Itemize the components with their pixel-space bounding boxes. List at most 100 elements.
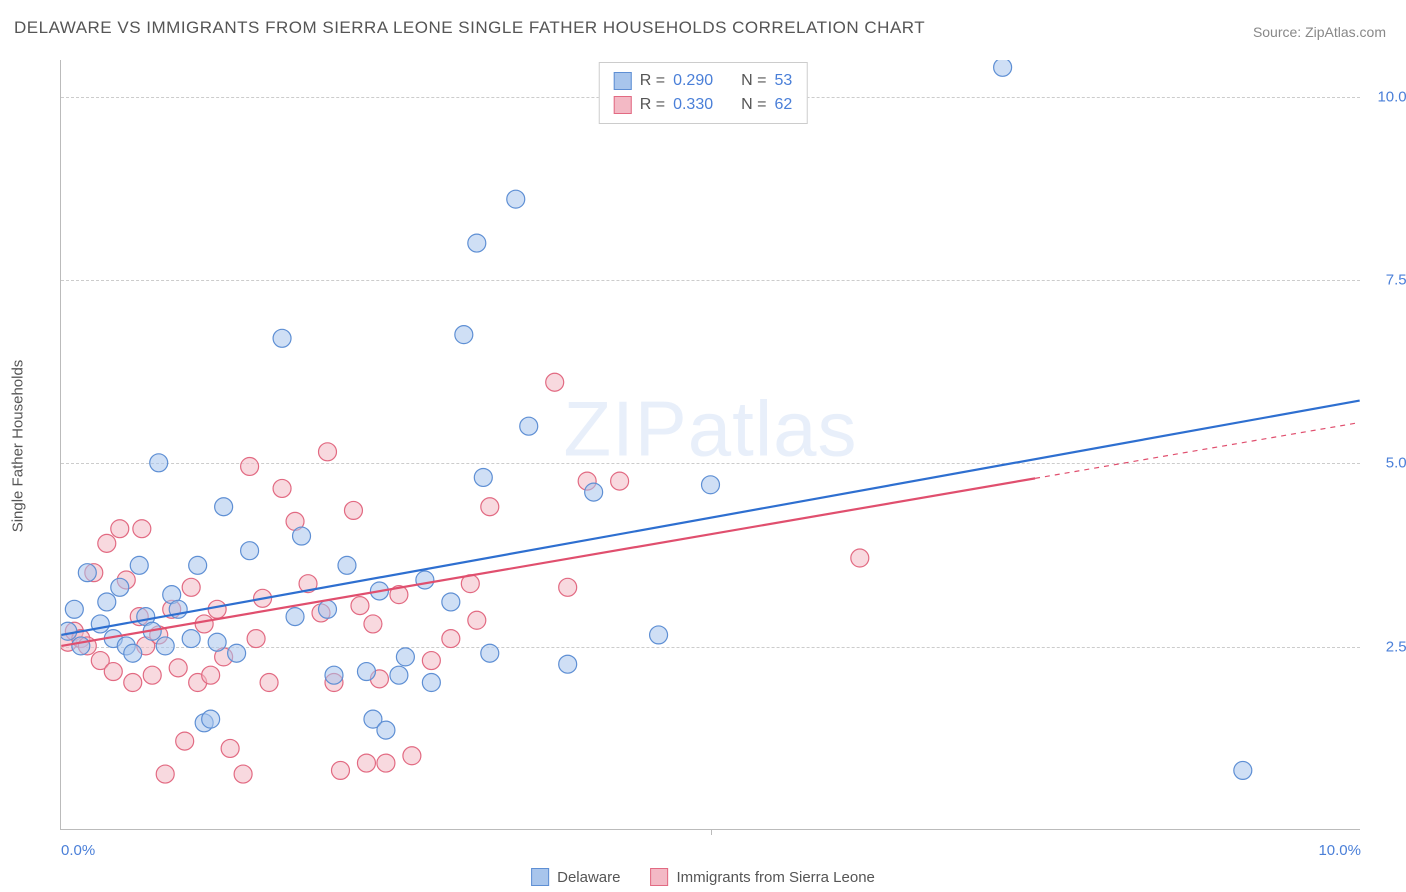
swatch-sierra-leone xyxy=(614,96,632,114)
data-point xyxy=(351,597,369,615)
data-point xyxy=(176,732,194,750)
data-point xyxy=(182,630,200,648)
data-point xyxy=(65,600,83,618)
data-point xyxy=(234,765,252,783)
data-point xyxy=(202,710,220,728)
data-point xyxy=(221,739,239,757)
n-prefix: N = xyxy=(741,69,766,93)
data-point xyxy=(455,326,473,344)
data-point xyxy=(293,527,311,545)
correlation-legend: R = 0.290 N = 53 R = 0.330 N = 62 xyxy=(599,62,808,124)
data-point xyxy=(78,564,96,582)
data-point xyxy=(104,663,122,681)
chart-area: ZIPatlas 2.5%5.0%7.5%10.0%0.0%10.0% xyxy=(60,60,1360,830)
data-point xyxy=(611,472,629,490)
data-point xyxy=(364,615,382,633)
data-point xyxy=(241,542,259,560)
data-point xyxy=(325,666,343,684)
y-tick-label: 10.0% xyxy=(1365,88,1406,105)
data-point xyxy=(377,721,395,739)
x-tick-label: 0.0% xyxy=(61,842,95,859)
data-point xyxy=(98,593,116,611)
swatch-delaware-bottom xyxy=(531,868,549,886)
data-point xyxy=(208,633,226,651)
data-point xyxy=(481,498,499,516)
data-point xyxy=(468,611,486,629)
data-point xyxy=(133,520,151,538)
data-point xyxy=(559,578,577,596)
data-point xyxy=(403,747,421,765)
data-point xyxy=(130,556,148,574)
data-point xyxy=(377,754,395,772)
data-point xyxy=(468,234,486,252)
n-prefix: N = xyxy=(741,93,766,117)
r-prefix: R = xyxy=(640,93,665,117)
y-tick-label: 5.0% xyxy=(1365,455,1406,472)
data-point xyxy=(273,329,291,347)
data-point xyxy=(546,373,564,391)
x-tick xyxy=(711,829,712,835)
data-point xyxy=(111,578,129,596)
data-point xyxy=(189,556,207,574)
scatter-plot xyxy=(61,60,1360,829)
data-point xyxy=(273,479,291,497)
data-point xyxy=(422,674,440,692)
data-point xyxy=(195,615,213,633)
data-point xyxy=(474,468,492,486)
data-point xyxy=(559,655,577,673)
data-point xyxy=(442,630,460,648)
data-point xyxy=(124,644,142,662)
data-point xyxy=(150,454,168,472)
r-value-delaware: 0.290 xyxy=(673,69,713,93)
trend-line xyxy=(61,401,1359,635)
series-legend: Delaware Immigrants from Sierra Leone xyxy=(531,868,875,886)
data-point xyxy=(344,501,362,519)
data-point xyxy=(61,622,77,640)
data-point xyxy=(91,615,109,633)
data-point xyxy=(702,476,720,494)
legend-label-delaware: Delaware xyxy=(557,869,620,886)
data-point xyxy=(1234,761,1252,779)
data-point xyxy=(994,60,1012,76)
data-point xyxy=(98,534,116,552)
data-point xyxy=(357,754,375,772)
data-point xyxy=(260,674,278,692)
data-point xyxy=(156,765,174,783)
data-point xyxy=(331,761,349,779)
data-point xyxy=(228,644,246,662)
data-point xyxy=(585,483,603,501)
r-prefix: R = xyxy=(640,69,665,93)
swatch-delaware xyxy=(614,72,632,90)
legend-item-sierra-leone: Immigrants from Sierra Leone xyxy=(650,868,874,886)
data-point xyxy=(72,637,90,655)
data-point xyxy=(156,637,174,655)
legend-label-sierra-leone: Immigrants from Sierra Leone xyxy=(676,869,874,886)
y-tick-label: 7.5% xyxy=(1365,272,1406,289)
swatch-sierra-leone-bottom xyxy=(650,868,668,886)
data-point xyxy=(286,608,304,626)
data-point xyxy=(111,520,129,538)
r-value-sierra-leone: 0.330 xyxy=(673,93,713,117)
data-point xyxy=(650,626,668,644)
data-point xyxy=(507,190,525,208)
data-point xyxy=(390,666,408,684)
data-point xyxy=(241,457,259,475)
data-point xyxy=(442,593,460,611)
data-point xyxy=(396,648,414,666)
legend-row-sierra-leone: R = 0.330 N = 62 xyxy=(614,93,793,117)
chart-title: DELAWARE VS IMMIGRANTS FROM SIERRA LEONE… xyxy=(14,18,925,38)
data-point xyxy=(143,666,161,684)
n-value-sierra-leone: 62 xyxy=(774,93,792,117)
data-point xyxy=(338,556,356,574)
data-point xyxy=(422,652,440,670)
data-point xyxy=(202,666,220,684)
data-point xyxy=(851,549,869,567)
y-axis-label: Single Father Households xyxy=(10,360,27,533)
data-point xyxy=(247,630,265,648)
data-point xyxy=(319,443,337,461)
data-point xyxy=(124,674,142,692)
data-point xyxy=(520,417,538,435)
data-point xyxy=(169,659,187,677)
data-point xyxy=(319,600,337,618)
data-point xyxy=(215,498,233,516)
